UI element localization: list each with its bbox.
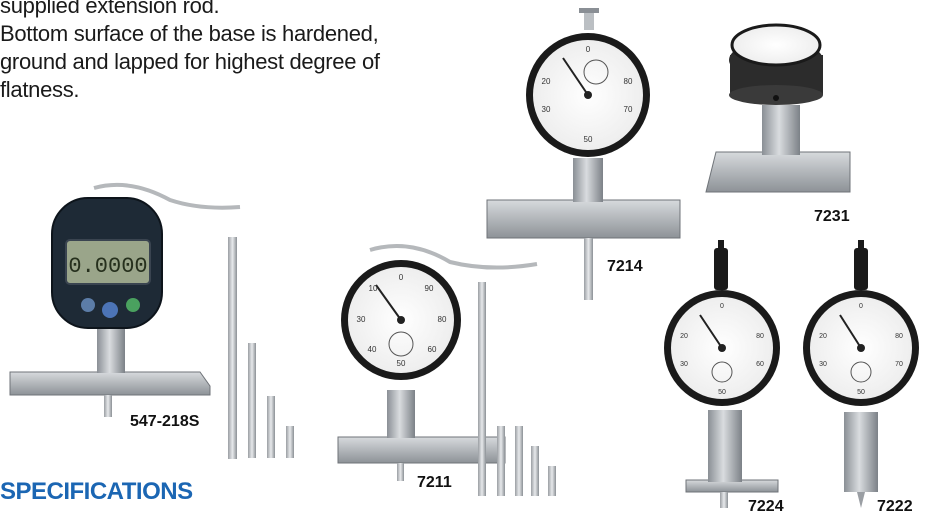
dial-number: 80 xyxy=(438,315,447,324)
model-label-547-218s: 547-218S xyxy=(130,413,200,430)
dial-number: 60 xyxy=(756,361,764,368)
dial-number: 90 xyxy=(425,284,434,293)
digital-depth-gauge xyxy=(9,182,241,417)
dial-number: 50 xyxy=(584,135,593,144)
model-label-7211: 7211 xyxy=(417,474,452,491)
dial-numbers-7214: 0 20 80 30 70 50 xyxy=(542,45,633,144)
dial-numbers-7211: 0 90 80 60 50 40 30 10 xyxy=(357,273,447,368)
dial-number: 80 xyxy=(624,77,633,86)
dial-number: 20 xyxy=(819,333,827,340)
model-label-7231: 7231 xyxy=(814,208,850,225)
dial-number: 40 xyxy=(368,345,377,354)
dial-gauge-7214 xyxy=(486,8,681,300)
dial-number: 60 xyxy=(428,345,437,354)
dial-number: 0 xyxy=(720,303,724,310)
dial-gauge-7222 xyxy=(803,240,919,508)
model-label-7224: 7224 xyxy=(748,498,784,515)
dial-number: 30 xyxy=(680,361,688,368)
dial-number: 50 xyxy=(718,389,726,396)
dial-gauge-7211 xyxy=(337,244,538,481)
dial-number: 80 xyxy=(895,333,903,340)
intro-line: supplied extension rod. xyxy=(0,0,220,18)
dial-gauge-7224 xyxy=(664,240,780,508)
dial-number: 10 xyxy=(369,284,378,293)
dial-gauge-7231 xyxy=(705,23,851,193)
extension-rods-7211 xyxy=(478,282,556,496)
intro-line: ground and lapped for highest degree of xyxy=(0,49,380,74)
dial-number: 0 xyxy=(586,45,591,54)
dial-number: 30 xyxy=(357,315,366,324)
dial-number: 0 xyxy=(399,273,404,282)
intro-line: flatness. xyxy=(0,77,80,102)
dial-number: 80 xyxy=(756,333,764,340)
dial-number: 50 xyxy=(857,389,865,396)
digital-display-readout: 0.0000 xyxy=(68,254,147,279)
intro-line: Bottom surface of the base is hardened, xyxy=(0,21,379,46)
dial-numbers-7224: 0 20 80 30 60 50 xyxy=(680,303,764,396)
model-label-7222: 7222 xyxy=(877,498,913,515)
dial-number: 20 xyxy=(542,77,551,86)
intro-text: supplied extension rod. Bottom surface o… xyxy=(0,0,430,104)
dial-number: 50 xyxy=(397,359,406,368)
dial-numbers-7222: 0 20 80 30 70 50 xyxy=(819,303,903,396)
specifications-heading: SPECIFICATIONS xyxy=(0,478,193,505)
dial-number: 30 xyxy=(542,105,551,114)
dial-number: 30 xyxy=(819,361,827,368)
dial-number: 0 xyxy=(859,303,863,310)
dial-number: 70 xyxy=(624,105,633,114)
dial-number: 20 xyxy=(680,333,688,340)
model-label-7214: 7214 xyxy=(607,258,643,275)
extension-rods-digital xyxy=(228,237,294,459)
dial-number: 70 xyxy=(895,361,903,368)
